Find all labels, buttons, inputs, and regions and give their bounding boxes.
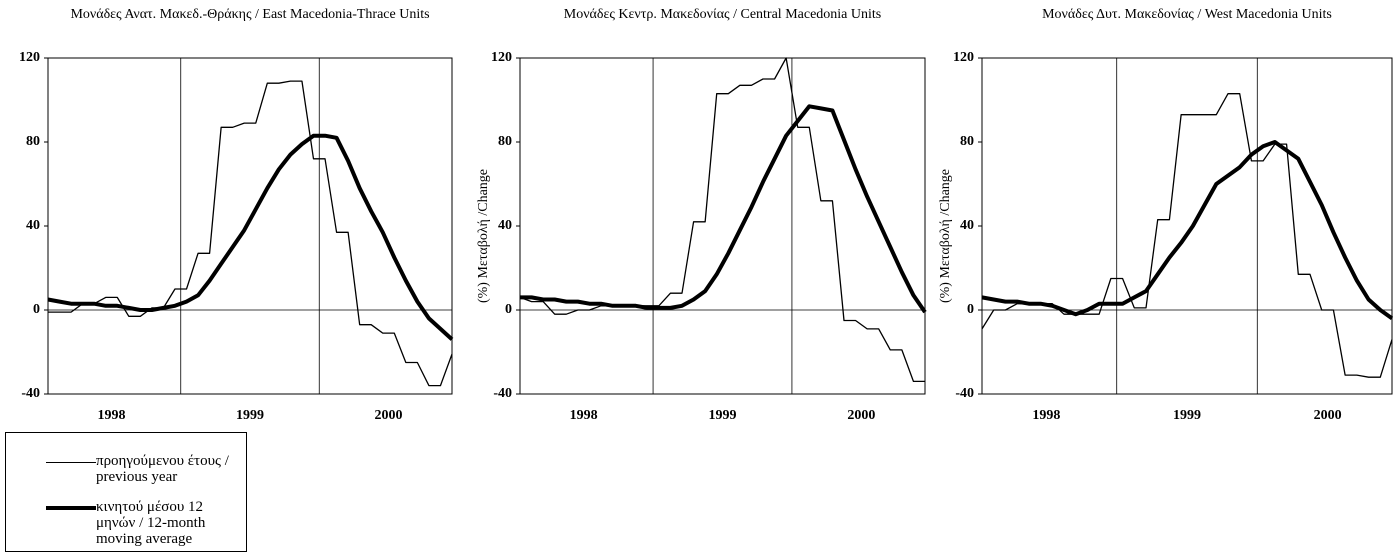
x-tick-label: 1998	[1032, 408, 1060, 423]
legend-label: προηγούμενου έτους / previous year	[96, 453, 229, 485]
chart-title: Μονάδες Ανατ. Μακεδ.-Θράκης / East Maced…	[70, 7, 430, 22]
series-line	[981, 140, 1393, 321]
plot-frame	[519, 57, 926, 395]
y-tick-label: -40	[493, 386, 512, 401]
y-tick-label: 80	[26, 134, 40, 149]
y-tick-label: 80	[498, 134, 512, 149]
chart-title: Μονάδες Κεντρ. Μακεδονίας / Central Mace…	[563, 7, 882, 22]
series-line	[519, 57, 925, 383]
x-tick-label: 2000	[375, 408, 403, 423]
y-axis-label: (%) Μεταβολή /Change	[476, 169, 491, 303]
legend: προηγούμενου έτους / previous year κινητ…	[5, 432, 247, 552]
x-tick-label: 2000	[847, 408, 875, 423]
series-line	[520, 104, 927, 314]
x-tick-label: 1998	[570, 408, 598, 423]
x-tick-label: 2000	[1314, 408, 1342, 423]
x-tick-label: 1998	[97, 408, 125, 423]
series-line	[48, 80, 453, 387]
y-tick-label: 120	[953, 50, 974, 65]
legend-swatch-thick	[46, 506, 96, 510]
x-tick-label: 1999	[236, 408, 264, 423]
y-tick-label: 40	[26, 218, 40, 233]
y-tick-label: 120	[491, 50, 512, 65]
y-tick-label: -40	[21, 386, 40, 401]
y-tick-label: 0	[33, 302, 40, 317]
y-tick-label: 120	[19, 50, 40, 65]
y-tick-label: 40	[960, 218, 974, 233]
y-tick-label: -40	[955, 386, 974, 401]
y-tick-label: 0	[967, 302, 974, 317]
legend-label: κινητού μέσου 12 μηνών / 12-month moving…	[96, 499, 206, 547]
plot-frame	[47, 57, 453, 395]
y-axis-label: (%) Μεταβολή /Change	[938, 169, 953, 303]
y-tick-label: 40	[498, 218, 512, 233]
x-tick-label: 1999	[1173, 408, 1201, 423]
y-tick-label: 0	[505, 302, 512, 317]
x-tick-label: 1999	[709, 408, 737, 423]
y-tick-label: 80	[960, 134, 974, 149]
chart-title: Μονάδες Δυτ. Μακεδονίας / West Macedonia…	[1042, 7, 1332, 22]
legend-swatch-thin	[46, 462, 96, 463]
series-line	[47, 133, 454, 341]
